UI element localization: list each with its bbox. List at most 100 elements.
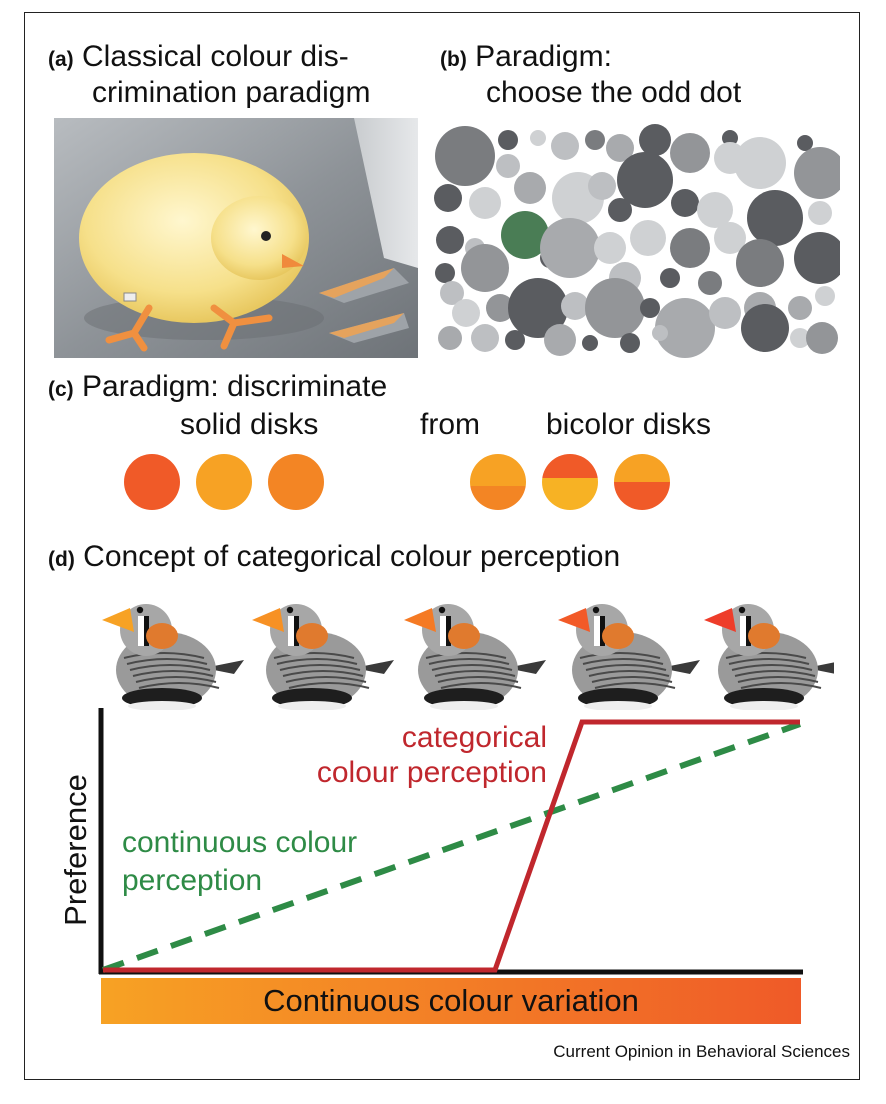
grey-dot	[697, 192, 733, 228]
zebra-finch-icon	[558, 604, 700, 710]
solid-disks-label: solid disks	[180, 408, 319, 441]
panel-a-label: (a)	[48, 48, 74, 71]
x-bar-label: Continuous colour variation	[263, 983, 639, 1018]
grey-dot	[639, 124, 671, 156]
continuous-label-line2: perception	[122, 864, 262, 897]
grey-dot	[496, 154, 520, 178]
grey-dot	[452, 299, 480, 327]
bicolor-disks-label: bicolor disks	[546, 408, 712, 441]
grey-dot	[461, 244, 509, 292]
grey-dot	[794, 232, 840, 284]
grey-dot	[806, 322, 838, 354]
panel-a-title-line2: crimination paradigm	[92, 76, 371, 109]
grey-dot	[671, 189, 699, 217]
grey-dot	[561, 292, 589, 320]
solid-disk	[124, 454, 180, 510]
zebra-finch-icon	[704, 604, 834, 710]
panel-a-title-line1: Classical colour dis-	[82, 40, 349, 73]
chick-pecking-photo	[54, 118, 418, 358]
grey-dot	[734, 137, 786, 189]
grey-dot	[815, 286, 835, 306]
grey-dot	[736, 239, 784, 287]
grey-dot	[606, 134, 634, 162]
panel-d-title: (d) Concept of categorical colour percep…	[48, 540, 620, 577]
bicolor-disk	[470, 454, 526, 510]
grey-dot	[594, 232, 626, 264]
grey-dot	[544, 324, 576, 356]
zebra-finch-icon	[252, 604, 394, 710]
grey-dot	[508, 278, 568, 338]
panel-b-label: (b)	[440, 48, 467, 71]
grey-dot	[608, 198, 632, 222]
grey-dot	[714, 222, 746, 254]
grey-dot	[709, 297, 741, 329]
panel-c-title: (c) Paradigm: discriminate	[48, 370, 387, 407]
grey-dot	[620, 333, 640, 353]
panel-b-title-line1: Paradigm:	[475, 40, 612, 73]
categorical-label-line1: categorical	[402, 721, 547, 754]
grey-dot	[486, 294, 514, 322]
panel-c-label: (c)	[48, 378, 74, 401]
grey-dot	[582, 335, 598, 351]
grey-dot	[530, 130, 546, 146]
disk-row	[124, 454, 670, 510]
grey-dot	[540, 218, 600, 278]
grey-dot	[435, 126, 495, 186]
figure-credit: Current Opinion in Behavioral Sciences	[553, 1042, 850, 1061]
grey-dot	[585, 278, 645, 338]
grey-dot	[698, 271, 722, 295]
zebra-finch-row	[102, 604, 834, 710]
grey-dot	[655, 298, 715, 358]
grey-dot	[505, 330, 525, 350]
colour-gradient-bar	[101, 978, 801, 1024]
odd-dot-field	[434, 124, 840, 358]
grey-dot	[436, 226, 464, 254]
grey-dot	[498, 130, 518, 150]
grey-dot	[670, 228, 710, 268]
grey-dot	[660, 268, 680, 288]
grey-dot	[471, 324, 499, 352]
continuous-label-line1: continuous colour	[122, 826, 357, 859]
grey-dot	[440, 281, 464, 305]
concept-plot: Continuous colour variation Preference c…	[58, 708, 803, 1024]
grey-dot	[652, 325, 668, 341]
grey-dot	[469, 187, 501, 219]
grey-dot	[722, 130, 738, 146]
panel-d-title-text: Concept of categorical colour perception	[83, 540, 621, 573]
grey-dot	[435, 263, 455, 283]
grey-dot	[797, 135, 813, 151]
grey-dot	[790, 328, 810, 348]
continuous-perception-line	[102, 721, 801, 973]
odd-dot	[501, 211, 549, 259]
bicolor-disk	[614, 454, 670, 510]
panel-b-title: (b) Paradigm:	[440, 40, 612, 77]
grey-dot	[747, 190, 803, 246]
panel-b-title-line2: choose the odd dot	[486, 76, 742, 109]
solid-disk	[196, 454, 252, 510]
grey-dot	[585, 130, 605, 150]
grey-dot	[438, 326, 462, 350]
from-label: from	[420, 408, 480, 441]
zebra-finch-icon	[404, 604, 546, 710]
grey-dot	[551, 132, 579, 160]
figure-frame	[24, 12, 860, 1080]
categorical-perception-line	[103, 719, 800, 973]
bicolor-disk	[542, 454, 598, 510]
grey-dot	[434, 184, 462, 212]
grey-dot	[808, 201, 832, 225]
grey-dot	[670, 133, 710, 173]
grey-dot	[640, 298, 660, 318]
zebra-finch-icon	[102, 604, 244, 710]
panel-c-title-line1: Paradigm: discriminate	[82, 370, 388, 403]
grey-dot	[514, 172, 546, 204]
solid-disk	[268, 454, 324, 510]
panel-d-label: (d)	[48, 548, 75, 571]
categorical-label-line2: colour perception	[317, 756, 547, 789]
grey-dot	[588, 172, 616, 200]
grey-dot	[630, 220, 666, 256]
y-axis-label: Preference	[58, 774, 93, 926]
grey-dot	[617, 152, 673, 208]
grey-dot	[741, 304, 789, 352]
panel-a-title: (a) Classical colour dis-	[48, 40, 349, 77]
grey-dot	[794, 147, 840, 199]
